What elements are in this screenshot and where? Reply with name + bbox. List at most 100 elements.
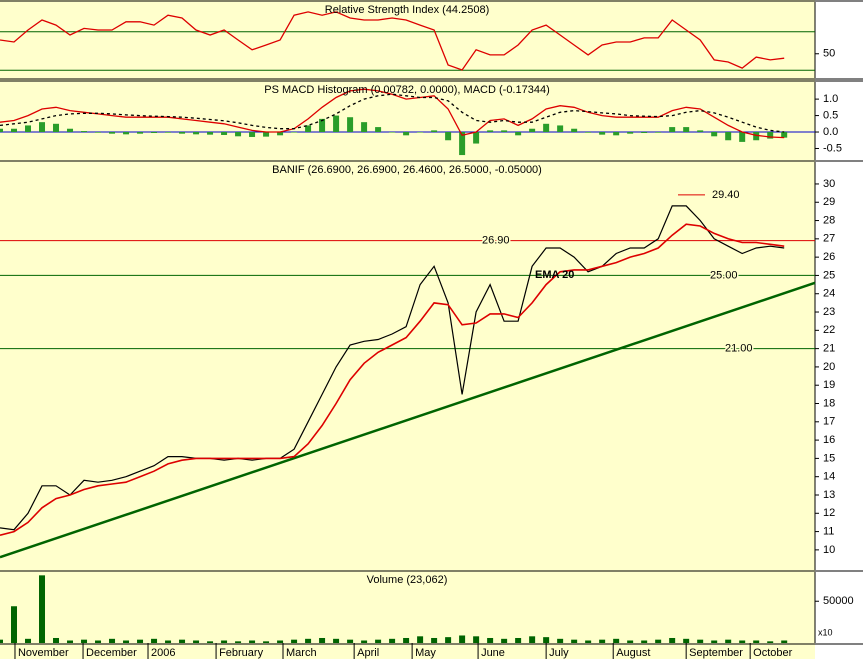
bar bbox=[557, 125, 564, 133]
bar bbox=[683, 638, 690, 643]
bar bbox=[781, 132, 788, 138]
y-tick-label: 26 bbox=[823, 251, 835, 263]
x-tick-label: May bbox=[415, 647, 436, 659]
annotation: EMA 20 bbox=[535, 269, 574, 281]
y-tick-label: 27 bbox=[823, 233, 835, 245]
bar bbox=[445, 132, 452, 141]
bar bbox=[613, 638, 620, 643]
bar bbox=[711, 132, 718, 137]
bar bbox=[655, 132, 662, 133]
bar bbox=[375, 639, 382, 643]
bar bbox=[207, 132, 214, 135]
bar bbox=[81, 131, 88, 133]
series-line bbox=[0, 88, 785, 139]
bar bbox=[333, 638, 340, 643]
bar bbox=[81, 639, 88, 643]
y-tick-label: 24 bbox=[823, 288, 835, 300]
level-label: 26.90 bbox=[482, 235, 510, 247]
y-tick-label: 15 bbox=[823, 452, 835, 464]
bar bbox=[179, 639, 186, 643]
axis-strip bbox=[815, 0, 863, 659]
bar bbox=[627, 132, 634, 134]
bar bbox=[207, 641, 214, 643]
bar bbox=[137, 132, 144, 134]
x-tick-label: June bbox=[481, 647, 505, 659]
bar bbox=[697, 130, 704, 133]
bar bbox=[305, 125, 312, 133]
bar bbox=[403, 132, 410, 136]
bar bbox=[235, 641, 242, 643]
bar bbox=[753, 640, 760, 643]
bar bbox=[53, 637, 60, 643]
bar bbox=[25, 638, 32, 643]
bar bbox=[641, 132, 648, 134]
bar bbox=[277, 640, 284, 643]
y-tick-label: 29 bbox=[823, 196, 835, 208]
bar bbox=[0, 128, 3, 133]
bar bbox=[543, 123, 550, 133]
bar bbox=[11, 128, 18, 133]
panel-title: BANIF (26.6900, 26.6900, 26.4600, 26.500… bbox=[272, 164, 542, 176]
bar bbox=[781, 640, 788, 643]
bar bbox=[627, 640, 634, 643]
bar bbox=[669, 127, 676, 133]
bar bbox=[123, 640, 130, 643]
bar bbox=[613, 132, 620, 136]
bar bbox=[67, 640, 74, 643]
y-tick-label: 23 bbox=[823, 306, 835, 318]
bar bbox=[641, 640, 648, 643]
bar bbox=[221, 132, 228, 135]
bar bbox=[529, 636, 536, 643]
bar bbox=[473, 636, 480, 643]
bar bbox=[599, 132, 606, 135]
bar bbox=[193, 640, 200, 643]
bar bbox=[249, 640, 256, 643]
bar bbox=[529, 128, 536, 133]
x-tick-label: July bbox=[549, 647, 569, 659]
bar bbox=[585, 640, 592, 643]
series-line bbox=[0, 223, 785, 536]
bar bbox=[123, 132, 130, 135]
bar bbox=[375, 127, 382, 133]
y-tick-label: 14 bbox=[823, 471, 835, 483]
bar bbox=[585, 132, 592, 133]
bar bbox=[557, 638, 564, 643]
bar bbox=[347, 117, 354, 133]
y-tick-label: 0.5 bbox=[823, 109, 838, 121]
bar bbox=[67, 128, 74, 133]
bar bbox=[417, 132, 424, 133]
bar bbox=[361, 122, 368, 133]
panel-title: Relative Strength Index (44.2508) bbox=[325, 4, 490, 16]
y-tick-label: 28 bbox=[823, 214, 835, 226]
bar bbox=[249, 132, 256, 137]
bar bbox=[739, 132, 746, 142]
series-line bbox=[0, 281, 816, 559]
y-tick-label: 1.0 bbox=[823, 93, 838, 105]
bar bbox=[725, 132, 732, 141]
bar bbox=[347, 639, 354, 643]
bar bbox=[487, 130, 494, 133]
bar bbox=[263, 641, 270, 643]
bar bbox=[389, 638, 396, 643]
bar bbox=[319, 637, 326, 643]
y-tick-label: 50 bbox=[823, 48, 835, 60]
bar bbox=[599, 639, 606, 643]
bar bbox=[767, 132, 774, 139]
bar bbox=[95, 640, 102, 643]
y-tick-label: 17 bbox=[823, 416, 835, 428]
bar bbox=[11, 606, 18, 643]
x-tick-label: October bbox=[753, 647, 792, 659]
bar bbox=[543, 637, 550, 643]
bar bbox=[179, 132, 186, 134]
bar bbox=[403, 637, 410, 643]
y-tick-label: -0.5 bbox=[823, 142, 842, 154]
y-tick-label: 13 bbox=[823, 489, 835, 501]
bar bbox=[193, 132, 200, 135]
bar bbox=[515, 132, 522, 136]
bar bbox=[459, 132, 466, 156]
y-tick-label: 19 bbox=[823, 379, 835, 391]
bar bbox=[459, 635, 466, 643]
bar bbox=[739, 640, 746, 643]
bar bbox=[571, 128, 578, 133]
